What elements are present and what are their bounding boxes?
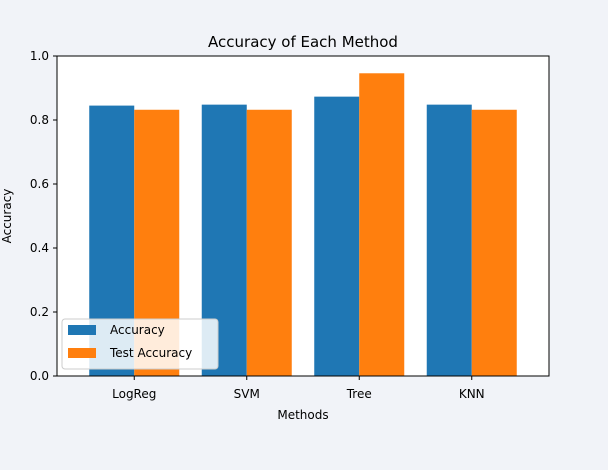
x-tick-label-tree: Tree — [346, 387, 372, 401]
y-tick-label-0-4: 0.4 — [30, 241, 49, 255]
y-tick-label-0-0: 0.0 — [30, 369, 49, 383]
y-tick-label-0-8: 0.8 — [30, 113, 49, 127]
bar-test-accuracy-svm — [246, 109, 292, 376]
x-tick-label-svm: SVM — [234, 387, 260, 401]
bar-accuracy-tree — [314, 96, 360, 376]
y-tick-label-0-6: 0.6 — [30, 177, 49, 191]
y-axis: 0.0 0.2 0.4 0.6 0.8 1.0 — [30, 49, 57, 383]
bars-layer — [89, 73, 517, 376]
legend-box — [61, 318, 219, 370]
legend-swatch-test-accuracy — [68, 348, 96, 358]
y-tick-label-0-2: 0.2 — [30, 305, 49, 319]
bar-test-accuracy-knn — [471, 109, 517, 376]
legend: Accuracy Test Accuracy — [61, 318, 219, 370]
plot-frame — [56, 55, 550, 377]
y-tick-label-1-0: 1.0 — [30, 49, 49, 63]
x-axis: LogReg SVM Tree KNN — [112, 376, 485, 401]
chart-title: Accuracy of Each Method — [208, 33, 398, 51]
y-axis-label: Accuracy — [0, 189, 14, 244]
legend-label-test-accuracy: Test Accuracy — [109, 346, 192, 360]
bar-accuracy-knn — [426, 104, 472, 376]
x-tick-label-knn: KNN — [459, 387, 485, 401]
legend-swatch-accuracy — [68, 325, 96, 335]
legend-label-accuracy: Accuracy — [110, 323, 165, 337]
x-tick-label-logreg: LogReg — [112, 387, 156, 401]
x-axis-label: Methods — [277, 408, 328, 422]
bar-test-accuracy-tree — [359, 73, 405, 376]
